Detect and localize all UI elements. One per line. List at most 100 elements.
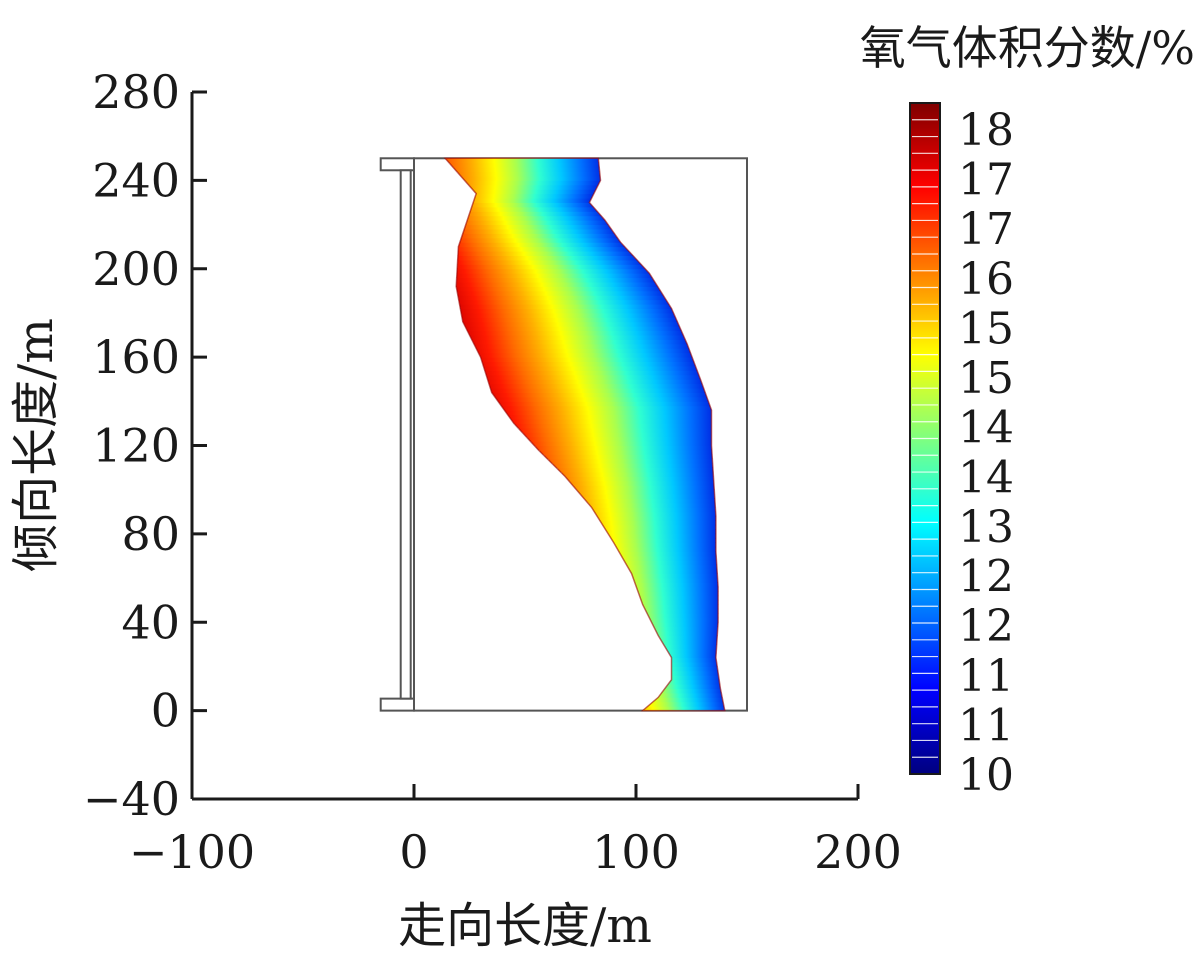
field-strip	[644, 608, 722, 614]
field-strip	[475, 347, 694, 354]
field-strip	[473, 188, 597, 195]
field-strip	[501, 405, 715, 411]
colorbar-tick-label: 14	[958, 403, 1014, 454]
field-strip	[454, 254, 640, 261]
field-strip	[457, 303, 675, 310]
field-strip	[602, 524, 719, 530]
field-strip	[668, 657, 720, 663]
field-strip	[454, 285, 664, 292]
field-strip	[449, 162, 603, 168]
field-strip	[462, 219, 612, 226]
field-strip	[584, 498, 719, 504]
field-strip	[466, 330, 687, 336]
side-roadway-structure	[379, 157, 416, 712]
field-strip	[457, 171, 604, 177]
field-strip	[523, 431, 715, 438]
field-strip	[565, 475, 717, 482]
field-strip	[658, 688, 725, 694]
y-tick-label: 280	[92, 65, 180, 119]
field-strip	[623, 559, 720, 566]
field-strip	[631, 577, 721, 583]
field-strip	[455, 246, 632, 252]
y-tick-label: 40	[121, 595, 180, 649]
field-strip	[464, 325, 685, 332]
field-strip	[613, 542, 719, 548]
field-strip	[539, 449, 716, 455]
roadway-bottom-cap	[379, 697, 416, 712]
field-strip	[454, 250, 636, 256]
field-strip	[561, 471, 717, 477]
field-strip	[615, 546, 719, 553]
field-strip	[453, 166, 603, 173]
field-strip	[663, 643, 720, 650]
colorbar-tick-label: 18	[958, 105, 1014, 156]
field-strip	[454, 290, 667, 296]
field-strip	[605, 528, 719, 535]
x-axis-title: 走向长度/m	[398, 898, 652, 954]
field-strip	[633, 581, 722, 588]
field-strip	[608, 533, 719, 539]
field-strip	[459, 312, 679, 318]
field-strip	[454, 263, 649, 270]
colorbar-tick-label: 11	[958, 700, 1014, 751]
field-strip	[484, 374, 704, 380]
field-strip	[573, 484, 718, 491]
colorbar-tick-label: 12	[958, 601, 1014, 652]
x-tick-label: 0	[399, 825, 428, 879]
colorbar-tick-label: 15	[958, 353, 1014, 404]
field-strip	[478, 356, 697, 363]
field-strip	[459, 228, 618, 234]
field-strip	[456, 237, 624, 243]
field-strip	[488, 387, 709, 393]
field-strip	[458, 232, 621, 239]
field-strip	[638, 595, 722, 601]
field-strip	[599, 520, 719, 526]
field-strip	[657, 635, 721, 641]
field-strip	[644, 701, 725, 707]
field-strip	[531, 440, 715, 446]
field-strip	[650, 621, 721, 628]
field-strip	[639, 705, 725, 711]
field-strip	[455, 294, 669, 301]
field-strip	[668, 665, 721, 672]
field-strip	[596, 515, 719, 522]
x-tick-label: 100	[592, 825, 680, 879]
field-strip	[639, 599, 722, 606]
field-strip	[630, 573, 721, 579]
y-tick-label: −40	[83, 772, 180, 826]
field-strip	[527, 436, 715, 442]
field-strip	[462, 321, 683, 327]
field-strip	[610, 537, 719, 544]
field-strip	[594, 511, 719, 517]
y-tick-label: 160	[92, 330, 180, 384]
colorbar-tick-label: 10	[958, 750, 1014, 801]
field-strip	[620, 555, 720, 561]
field-strip	[668, 674, 723, 681]
colorbar-tick-label: 17	[958, 155, 1014, 206]
field-strip	[465, 179, 602, 186]
y-tick-label: 80	[121, 507, 180, 561]
field-strip	[455, 241, 628, 248]
field-strip	[468, 334, 689, 340]
field-strip	[636, 590, 722, 597]
colorbar-tick-label: 16	[958, 254, 1014, 305]
field-strip	[453, 277, 658, 283]
x-tick-label: 200	[814, 825, 902, 879]
field-strip	[454, 259, 645, 265]
field-strip	[498, 400, 713, 407]
field-strip	[510, 418, 715, 424]
field-strip	[487, 383, 707, 389]
field-strip	[648, 617, 722, 623]
field-strip	[485, 378, 705, 385]
colorbar-tick-label: 13	[958, 502, 1014, 553]
colorbar-tick-label: 14	[958, 452, 1014, 503]
roadway-top-cap	[379, 157, 416, 172]
field-strip	[477, 352, 696, 358]
field-strip	[668, 652, 719, 659]
field-strip	[495, 396, 712, 402]
field-strip	[470, 197, 593, 203]
field-strip	[548, 458, 716, 464]
field-strip	[646, 612, 722, 619]
colorbar-tick-label: 15	[958, 303, 1014, 354]
